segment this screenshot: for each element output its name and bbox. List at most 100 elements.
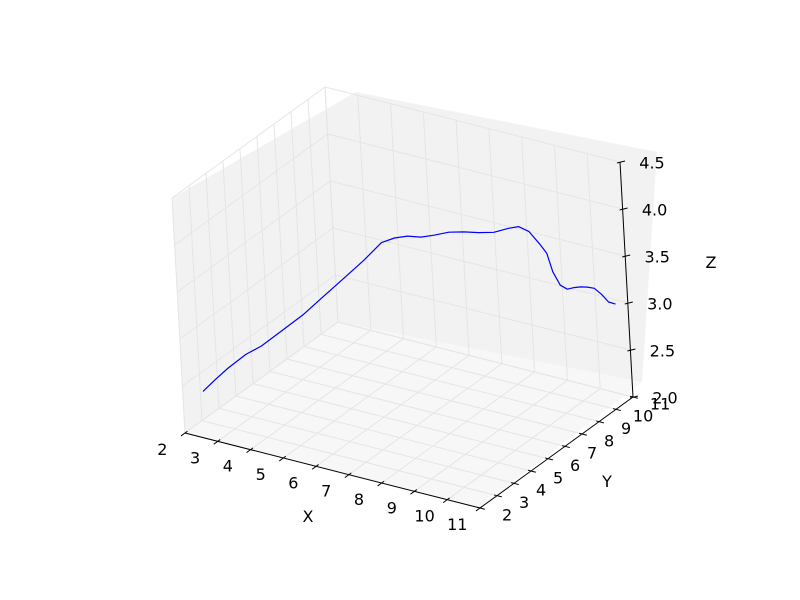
chart-axes <box>184 161 634 509</box>
gridline-x-floor <box>250 338 404 451</box>
y-tick-mark <box>561 445 570 449</box>
gridline-x-back <box>553 145 568 381</box>
x-tick-mark <box>410 489 418 495</box>
y-tick-label: 5 <box>553 468 563 487</box>
y-tick-mark <box>510 482 519 486</box>
gridline-y-side <box>307 99 322 335</box>
gridline-x-floor <box>315 354 470 467</box>
gridline-y-side <box>171 197 186 434</box>
x-tick-mark <box>180 430 188 437</box>
x-tick-label: 7 <box>321 482 331 501</box>
y-tick-label: 2 <box>502 505 512 524</box>
x-tick-label: 4 <box>223 457 233 476</box>
gridline-x-back <box>390 103 405 339</box>
y-axis-label: Y <box>601 472 612 491</box>
gridline-z-back <box>330 180 626 257</box>
z-tick-mark <box>627 348 636 352</box>
gridline-y-side <box>222 160 237 397</box>
gridline-x-floor <box>414 379 568 492</box>
gridline-y-floor <box>235 395 532 472</box>
gridline-z-back <box>335 274 631 351</box>
y-tick-mark <box>544 457 553 461</box>
chart-series <box>202 226 616 392</box>
y-tick-mark <box>612 408 621 412</box>
gridline-x-floor <box>381 371 535 484</box>
gridline-y-side <box>273 123 288 360</box>
gridline-x-back <box>422 111 437 348</box>
gridline-z-side <box>184 321 339 434</box>
y-tick-label: 11 <box>650 394 670 413</box>
x-tick-label: 5 <box>256 465 266 484</box>
gridline-y-side <box>290 111 305 347</box>
z-axis-label: Z <box>706 253 717 272</box>
y-tick-mark <box>595 420 604 424</box>
y-tick-label: 4 <box>536 481 546 500</box>
gridline-x-floor <box>217 329 372 442</box>
x-tick-label: 8 <box>354 490 364 509</box>
gridline-y-side <box>256 136 271 372</box>
y-tick-mark <box>578 432 587 436</box>
gridline-x-back <box>521 136 536 373</box>
z-tick-mark <box>619 207 628 211</box>
x-tick-mark <box>377 480 385 487</box>
gridline-y-side <box>188 185 203 421</box>
gridline-y-floor <box>269 370 566 447</box>
x-tick-mark <box>475 505 483 512</box>
x-tick-label: 2 <box>157 440 167 459</box>
x-tick-mark <box>311 464 319 470</box>
z-tick-label: 2.5 <box>650 342 675 361</box>
z-tick-label: 4.0 <box>642 201 667 220</box>
y-tick-mark <box>476 506 485 510</box>
y-tick-label: 7 <box>587 444 597 463</box>
x-tick-mark <box>344 472 352 479</box>
gridline-y-floor <box>201 420 498 497</box>
gridline-y-floor <box>303 346 600 423</box>
chart-panes <box>172 92 657 508</box>
gridline-z-side <box>174 133 328 246</box>
gridline-x-back <box>586 153 601 389</box>
x-tick-mark <box>213 439 221 445</box>
x-tick-label: 3 <box>190 448 200 467</box>
gridline-x-back <box>455 120 470 356</box>
gridline-z-side <box>179 227 334 340</box>
y-axis-line <box>479 396 634 509</box>
gridline-z-back <box>337 321 634 398</box>
x-tick-mark <box>442 497 450 504</box>
gridline-z-back <box>332 227 628 304</box>
y-tick-label: 9 <box>621 419 631 438</box>
z-tick-mark <box>624 301 633 305</box>
gridline-y-floor <box>286 358 583 435</box>
gridline-y-floor <box>218 407 515 484</box>
gridline-x-floor <box>348 363 503 476</box>
gridline-y-side <box>324 86 339 323</box>
gridline-x-back <box>488 128 503 364</box>
z-tick-label: 3.0 <box>647 295 672 314</box>
z-tick-mark <box>616 160 626 164</box>
x-tick-label: 10 <box>414 507 434 526</box>
z-tick-label: 4.5 <box>639 154 664 173</box>
y-tick-label: 3 <box>519 493 529 512</box>
x-tick-label: 6 <box>288 473 298 492</box>
gridline-z-side <box>171 86 326 199</box>
gridline-x-back <box>357 95 372 331</box>
y-tick-label: 10 <box>633 407 653 426</box>
gridline-x-floor <box>446 388 601 501</box>
y-tick-mark <box>527 469 536 473</box>
x-tick-label: 11 <box>447 515 467 534</box>
x-tick-mark <box>278 455 287 462</box>
gridline-z-side <box>182 274 336 387</box>
chart-ticks <box>180 160 639 512</box>
x-tick-label: 9 <box>387 498 397 517</box>
x-tick-mark <box>246 447 254 454</box>
y-tick-label: 8 <box>604 431 614 450</box>
pane-back-right <box>338 92 657 382</box>
gridline-x-floor <box>283 346 437 459</box>
gridline-y-floor <box>252 383 549 460</box>
z-tick-mark <box>629 395 639 399</box>
z-tick-mark <box>622 254 631 258</box>
pane-floor <box>185 322 642 508</box>
x-axis-label: X <box>303 507 314 526</box>
gridline-z-back <box>324 86 621 163</box>
z-axis-line <box>619 161 634 398</box>
